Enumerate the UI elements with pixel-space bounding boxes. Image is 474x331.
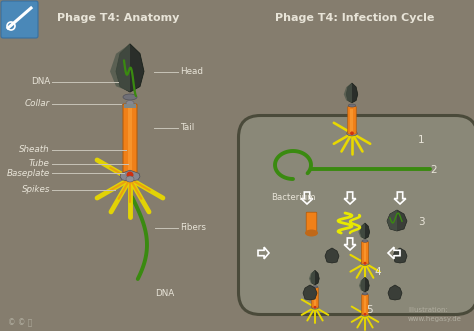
Ellipse shape <box>362 293 368 295</box>
Circle shape <box>314 306 316 308</box>
Ellipse shape <box>362 313 368 315</box>
FancyBboxPatch shape <box>1 1 38 38</box>
Polygon shape <box>388 285 402 300</box>
Ellipse shape <box>123 94 137 100</box>
Text: 2: 2 <box>430 165 437 175</box>
Polygon shape <box>360 223 370 239</box>
FancyBboxPatch shape <box>348 107 356 134</box>
Polygon shape <box>309 270 315 285</box>
Bar <box>124 104 136 108</box>
FancyBboxPatch shape <box>306 212 317 234</box>
Text: 1: 1 <box>418 135 425 145</box>
Polygon shape <box>393 248 407 263</box>
Ellipse shape <box>311 305 319 309</box>
Ellipse shape <box>362 240 368 242</box>
Polygon shape <box>311 270 319 285</box>
Polygon shape <box>387 210 407 231</box>
Text: Bacterium: Bacterium <box>271 194 316 203</box>
Circle shape <box>127 171 134 178</box>
Polygon shape <box>120 170 140 181</box>
Text: Head: Head <box>180 68 203 76</box>
Text: DNA: DNA <box>31 77 50 86</box>
Polygon shape <box>359 277 365 292</box>
Circle shape <box>350 131 354 135</box>
Text: DNA: DNA <box>155 290 174 299</box>
Text: © © ⓘ: © © ⓘ <box>8 318 32 327</box>
Text: Tail: Tail <box>180 123 194 132</box>
Bar <box>364 296 366 313</box>
Text: Illustration:: Illustration: <box>408 307 448 313</box>
FancyBboxPatch shape <box>123 104 137 176</box>
FancyBboxPatch shape <box>312 287 318 308</box>
Text: 5: 5 <box>367 305 374 315</box>
Polygon shape <box>344 83 352 103</box>
Text: Tube: Tube <box>29 160 50 168</box>
Polygon shape <box>361 277 369 292</box>
Text: Phage T4: Infection Cycle: Phage T4: Infection Cycle <box>275 13 435 23</box>
Text: 4: 4 <box>374 267 381 277</box>
Polygon shape <box>387 210 397 231</box>
FancyBboxPatch shape <box>362 295 368 315</box>
Ellipse shape <box>361 261 369 265</box>
Polygon shape <box>303 285 317 300</box>
Text: 3: 3 <box>418 217 425 227</box>
Ellipse shape <box>348 104 356 107</box>
Ellipse shape <box>126 176 134 182</box>
Text: www.hegasy.de: www.hegasy.de <box>408 316 462 322</box>
Bar <box>350 109 354 132</box>
Text: Phage T4: Anatomy: Phage T4: Anatomy <box>57 13 179 23</box>
Polygon shape <box>346 83 358 103</box>
FancyBboxPatch shape <box>238 116 474 314</box>
Ellipse shape <box>361 312 369 316</box>
Text: Baseplate: Baseplate <box>7 168 50 177</box>
Ellipse shape <box>312 286 318 288</box>
Bar <box>364 243 366 262</box>
Bar <box>128 107 132 173</box>
FancyBboxPatch shape <box>362 242 368 264</box>
Ellipse shape <box>312 306 318 308</box>
Ellipse shape <box>348 131 356 135</box>
Polygon shape <box>116 44 144 92</box>
Circle shape <box>364 313 366 315</box>
Text: Sheath: Sheath <box>19 146 50 155</box>
Text: Spikes: Spikes <box>22 185 50 195</box>
Text: Fibers: Fibers <box>180 223 206 232</box>
Ellipse shape <box>362 262 368 265</box>
Circle shape <box>364 262 366 265</box>
Ellipse shape <box>347 131 357 136</box>
Polygon shape <box>325 248 339 263</box>
Bar <box>314 289 316 306</box>
Polygon shape <box>358 223 365 239</box>
Text: Collar: Collar <box>25 100 50 109</box>
Ellipse shape <box>305 229 318 237</box>
Ellipse shape <box>126 101 134 106</box>
Ellipse shape <box>121 170 139 180</box>
Polygon shape <box>110 44 130 92</box>
